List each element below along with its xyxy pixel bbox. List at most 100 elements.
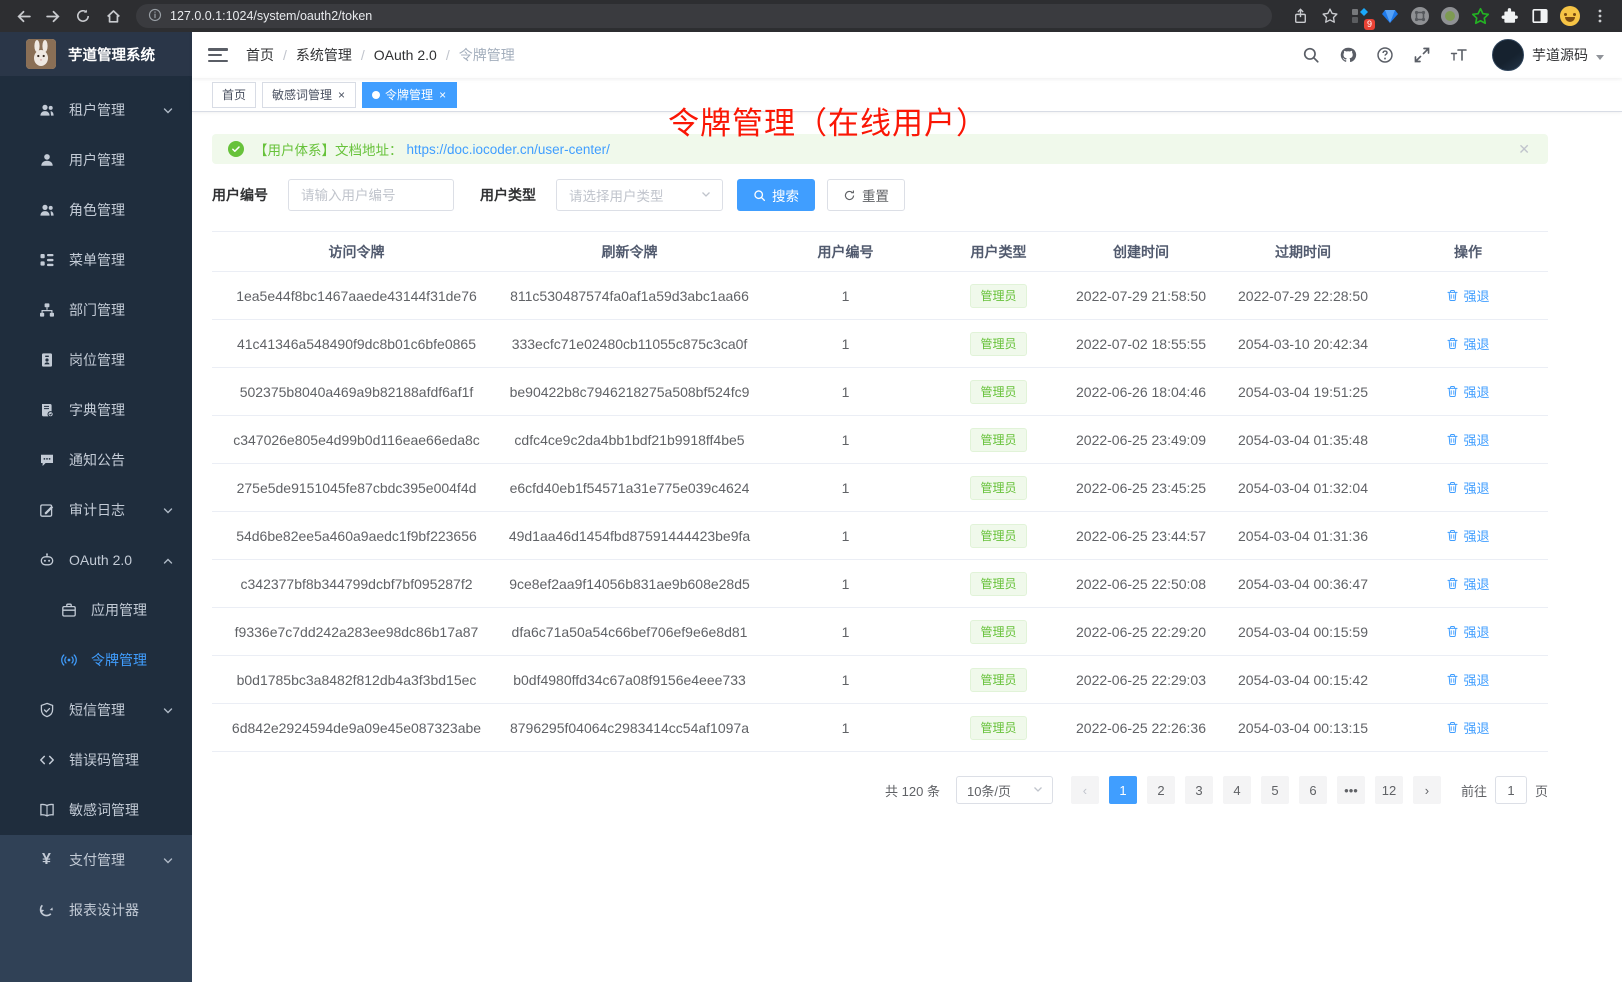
access-token-cell: c347026e805e4d99b0d116eae66eda8c <box>212 415 501 464</box>
force-logout-button[interactable]: 强退 <box>1446 382 1490 401</box>
actions-cell: 强退 <box>1388 607 1548 656</box>
expire-time-cell: 2054-03-04 01:35:48 <box>1218 415 1388 464</box>
force-logout-label: 强退 <box>1463 481 1490 496</box>
browser-menu-icon[interactable] <box>1588 4 1612 28</box>
user-type-badge: 管理员 <box>970 667 1027 692</box>
browser-home-button[interactable] <box>100 3 126 29</box>
page-button[interactable]: 6 <box>1298 776 1327 804</box>
tab-close-icon[interactable]: × <box>338 87 346 102</box>
sidebar-item[interactable]: 错误码管理 <box>0 735 192 785</box>
user-id-input[interactable] <box>301 187 441 203</box>
sidebar-item[interactable]: ¥ 支付管理 <box>0 835 192 885</box>
force-logout-button[interactable]: 强退 <box>1446 670 1490 689</box>
force-logout-button[interactable]: 强退 <box>1446 478 1490 497</box>
user-type-select[interactable]: 请选择用户类型 <box>556 179 723 211</box>
sidebar-item[interactable]: 菜单管理 <box>0 235 192 285</box>
user-menu[interactable]: 芋道源码 <box>1492 39 1604 71</box>
reset-button[interactable]: 重置 <box>827 179 905 211</box>
vue-devtools-extension-icon[interactable]: 9 <box>1348 4 1375 30</box>
more-pages-button[interactable]: ••• <box>1336 776 1365 804</box>
expire-time-cell: 2054-03-04 00:13:15 <box>1218 703 1388 752</box>
force-logout-button[interactable]: 强退 <box>1446 334 1490 353</box>
tab-label: 敏感词管理 <box>272 88 333 102</box>
page-size-value: 10条/页 <box>966 783 1012 799</box>
sidebar-item[interactable]: 令牌管理 <box>0 635 192 685</box>
sidebar-item[interactable]: 短信管理 <box>0 685 192 735</box>
page-button[interactable]: 4 <box>1222 776 1251 804</box>
sidebar-item[interactable]: 角色管理 <box>0 185 192 235</box>
next-page-button[interactable]: › <box>1412 776 1441 804</box>
jump-page-input[interactable] <box>1495 777 1526 803</box>
sidebar-item[interactable]: 通知公告 <box>0 435 192 485</box>
force-logout-label: 强退 <box>1463 385 1490 400</box>
fullscreen-icon[interactable] <box>1412 45 1432 65</box>
browser-forward-button[interactable] <box>40 3 66 29</box>
force-logout-button[interactable]: 强退 <box>1446 430 1490 449</box>
split-screen-icon[interactable] <box>1528 4 1552 28</box>
column-header: 操作 <box>1388 231 1548 272</box>
search-icon[interactable] <box>1301 45 1321 65</box>
page-button[interactable]: 5 <box>1260 776 1289 804</box>
share-icon[interactable] <box>1288 4 1312 28</box>
collapse-sidebar-icon[interactable] <box>208 48 228 62</box>
green-star-extension-icon[interactable] <box>1468 4 1492 28</box>
tab-close-icon[interactable]: × <box>439 87 447 102</box>
github-icon[interactable] <box>1338 45 1358 65</box>
address-bar[interactable]: 127.0.0.1:1024/system/oauth2/token <box>136 4 1272 28</box>
sidebar-header[interactable]: 芋道管理系统 <box>0 32 192 76</box>
bookmark-star-icon[interactable] <box>1318 4 1342 28</box>
yen-icon: ¥ <box>42 851 51 868</box>
force-logout-button[interactable]: 强退 <box>1446 574 1490 593</box>
alert-close-icon[interactable]: ✕ <box>1518 140 1530 157</box>
force-logout-button[interactable]: 强退 <box>1446 526 1490 545</box>
breadcrumb-item[interactable]: 首页 <box>246 47 274 63</box>
force-logout-button[interactable]: 强退 <box>1446 286 1490 305</box>
chat-icon <box>38 452 55 469</box>
page-button[interactable]: 3 <box>1184 776 1213 804</box>
browser-reload-button[interactable] <box>70 3 96 29</box>
actions-cell: 强退 <box>1388 511 1548 560</box>
force-logout-button[interactable]: 强退 <box>1446 718 1490 737</box>
tab-active[interactable]: 令牌管理 × <box>362 81 458 108</box>
sidebar-item[interactable]: 租户管理 <box>0 85 192 135</box>
puzzle-extensions-icon[interactable] <box>1498 4 1522 28</box>
user-type-badge: 管理员 <box>970 523 1027 548</box>
user-type-cell: 管理员 <box>933 607 1064 656</box>
create-time-cell: 2022-06-25 22:26:36 <box>1064 703 1218 752</box>
page-button[interactable]: 2 <box>1146 776 1175 804</box>
tab-item[interactable]: 首页 <box>212 81 257 108</box>
sidebar-item[interactable]: 应用管理 <box>0 585 192 635</box>
page-button[interactable]: 1 <box>1108 776 1137 804</box>
sidebar-item[interactable]: 审计日志 <box>0 485 192 535</box>
sidebar-item[interactable]: 用户管理 <box>0 135 192 185</box>
help-icon[interactable] <box>1375 45 1395 65</box>
page-size-select[interactable]: 10条/页 <box>955 776 1053 804</box>
breadcrumb-item[interactable]: OAuth 2.0 <box>373 47 437 63</box>
gray-circle-extension-icon[interactable] <box>1408 4 1432 28</box>
site-info-icon[interactable] <box>148 8 162 25</box>
browser-back-button[interactable] <box>10 3 36 29</box>
profile-avatar-icon[interactable] <box>1558 4 1582 28</box>
dot-circle-extension-icon[interactable] <box>1438 4 1462 28</box>
doc-link[interactable]: https://doc.iocoder.cn/user-center/ <box>406 141 610 157</box>
alert-text: 【用户体系】文档地址： <box>254 143 403 158</box>
tab-label: 令牌管理 <box>385 88 434 102</box>
gem-extension-icon[interactable] <box>1378 4 1402 28</box>
prev-page-button[interactable]: ‹ <box>1070 776 1099 804</box>
sidebar-item[interactable]: 岗位管理 <box>0 335 192 385</box>
breadcrumb-item[interactable]: 系统管理 <box>295 47 352 63</box>
page-button[interactable]: 12 <box>1374 776 1403 804</box>
browser-toolbar: 127.0.0.1:1024/system/oauth2/token 9 <box>0 0 1622 32</box>
sidebar-item[interactable]: 字典管理 <box>0 385 192 435</box>
sidebar-item[interactable]: 部门管理 <box>0 285 192 335</box>
sidebar-item[interactable]: OAuth 2.0 <box>0 535 192 585</box>
search-button[interactable]: 搜索 <box>737 179 815 211</box>
user-type-badge: 管理员 <box>970 427 1027 452</box>
sidebar-item[interactable]: 敏感词管理 <box>0 785 192 835</box>
menu-tree-icon <box>38 252 55 269</box>
sidebar-item[interactable]: 报表设计器 <box>0 885 192 935</box>
font-size-icon[interactable] <box>1449 45 1469 65</box>
access-token-cell: f9336e7c7dd242a283ee98dc86b17a87 <box>212 607 501 656</box>
force-logout-button[interactable]: 强退 <box>1446 622 1490 641</box>
tab-item[interactable]: 敏感词管理 × <box>262 81 357 108</box>
